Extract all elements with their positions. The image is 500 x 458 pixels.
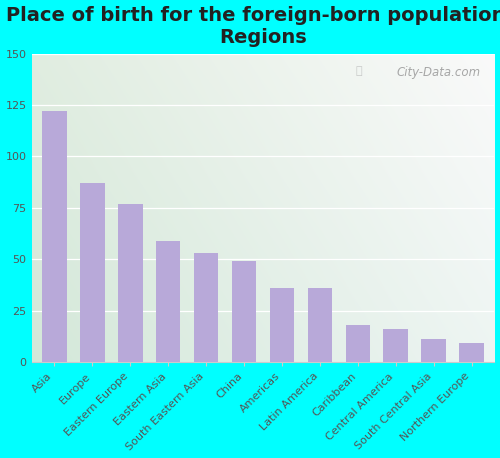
Bar — [80, 183, 104, 362]
Bar — [422, 339, 446, 362]
Text: 🔍: 🔍 — [356, 66, 362, 76]
Bar — [232, 261, 256, 362]
Bar — [384, 329, 408, 362]
Bar — [118, 204, 142, 362]
Text: City-Data.com: City-Data.com — [396, 66, 480, 79]
Bar — [346, 325, 370, 362]
Bar — [156, 240, 180, 362]
Bar — [194, 253, 218, 362]
Bar — [270, 288, 294, 362]
Title: Place of birth for the foreign-born population -
Regions: Place of birth for the foreign-born popu… — [6, 5, 500, 47]
Bar — [460, 344, 484, 362]
Bar — [42, 111, 66, 362]
Bar — [308, 288, 332, 362]
